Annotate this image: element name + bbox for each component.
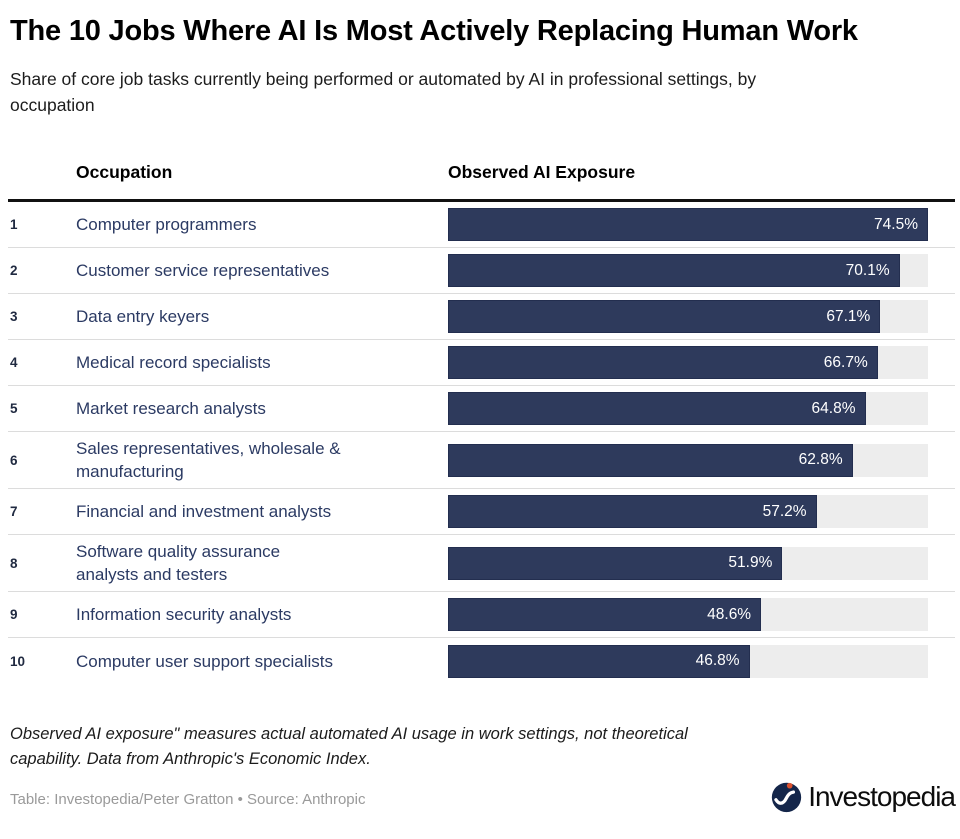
occupation-label: Information security analysts [76, 605, 292, 624]
exposure-bar: 51.9% [448, 546, 783, 580]
bar-track: 51.9% [448, 546, 928, 580]
bar-cell: 67.1% [448, 300, 955, 333]
bar-cell: 57.2% [448, 495, 955, 528]
rank-label: 1 [10, 217, 18, 232]
exposure-bar: 57.2% [448, 495, 817, 528]
table-row: 4 Medical record specialists 66.7% [8, 340, 955, 386]
table-row: 9 Information security analysts 48.6% [8, 592, 955, 638]
bar-cell: 74.5% [448, 208, 955, 241]
rank-label: 4 [10, 355, 18, 370]
bar-cell: 70.1% [448, 254, 955, 287]
table-row: 1 Computer programmers 74.5% [8, 202, 955, 248]
bar-track: 64.8% [448, 392, 928, 425]
occupation-label: Customer service representatives [76, 261, 330, 280]
bar-track: 67.1% [448, 300, 928, 333]
investopedia-wordmark: Investopedia [808, 781, 956, 812]
rank-label: 2 [10, 263, 18, 278]
table-row: 8 Software quality assurance analysts an… [8, 535, 955, 592]
bar-value-label: 48.6% [707, 605, 752, 623]
rank-label: 10 [10, 653, 26, 669]
occupation-label: Sales representatives, wholesale & manuf… [76, 439, 341, 481]
exposure-bar: 48.6% [448, 598, 762, 631]
rank-label: 6 [10, 452, 18, 468]
exposure-bar: 62.8% [448, 443, 853, 477]
table-header-row: Occupation Observed AI Exposure [8, 162, 955, 199]
table-row: 5 Market research analysts 64.8% [8, 386, 955, 432]
rank-label: 9 [10, 607, 18, 622]
exposure-bar: 66.7% [448, 346, 878, 379]
bar-value-label: 74.5% [874, 215, 918, 233]
bar-cell: 66.7% [448, 346, 955, 379]
table-row: 6 Sales representatives, wholesale & man… [8, 432, 955, 489]
bar-value-label: 67.1% [826, 307, 871, 325]
table-body: 1 Computer programmers 74.5% 2 Customer … [8, 199, 955, 684]
credit-line: Table: Investopedia/Peter Gratton • Sour… [10, 791, 366, 808]
occupation-label: Computer user support specialists [76, 651, 334, 671]
table-row: 3 Data entry keyers 67.1% [8, 294, 955, 340]
occupation-label: Financial and investment analysts [76, 502, 332, 521]
rank-label: 7 [10, 504, 18, 519]
bar-cell: 51.9% [448, 546, 955, 580]
occupation-label: Market research analysts [76, 399, 266, 418]
bar-track: 70.1% [448, 254, 928, 287]
chart-title: The 10 Jobs Where AI Is Most Actively Re… [10, 15, 858, 47]
rank-label: 8 [10, 555, 18, 571]
bar-cell: 48.6% [448, 598, 955, 631]
table-row: 10 Computer user support specialists 46.… [8, 638, 955, 684]
bar-track: 48.6% [448, 598, 928, 631]
exposure-bar: 46.8% [448, 644, 750, 678]
bar-track: 74.5% [448, 208, 928, 241]
bar-value-label: 66.7% [823, 353, 868, 371]
bar-value-label: 51.9% [728, 554, 773, 571]
bar-value-label: 62.8% [798, 451, 843, 468]
investopedia-logo-icon [772, 782, 802, 813]
occupation-label: Computer programmers [76, 215, 257, 234]
rank-label: 5 [10, 401, 18, 416]
bar-cell: 64.8% [448, 392, 955, 425]
exposure-bar: 70.1% [448, 254, 900, 287]
bar-track: 46.8% [448, 644, 928, 678]
chart-subtitle: Share of core job tasks currently being … [10, 69, 757, 115]
occupation-label: Data entry keyers [76, 307, 210, 326]
rank-label: 3 [10, 309, 18, 324]
occupation-label: Medical record specialists [76, 353, 271, 372]
exposure-bar: 74.5% [448, 208, 928, 241]
occupation-label: Software quality assurance analysts and … [76, 542, 281, 584]
table-row: 2 Customer service representatives 70.1% [8, 248, 955, 294]
bar-value-label: 57.2% [762, 502, 807, 520]
bar-value-label: 64.8% [811, 399, 856, 417]
bar-cell: 62.8% [448, 443, 955, 477]
investopedia-logo[interactable]: Investopedia [770, 780, 956, 813]
table-row: 7 Financial and investment analysts 57.2… [8, 489, 955, 535]
bar-track: 57.2% [448, 495, 928, 528]
exposure-bar: 67.1% [448, 300, 881, 333]
bar-track: 62.8% [448, 443, 928, 477]
bottom-bar: Table: Investopedia/Peter Gratton • Sour… [8, 780, 956, 813]
bar-track: 66.7% [448, 346, 928, 379]
exposure-bar: 64.8% [448, 392, 866, 425]
bar-value-label: 70.1% [845, 261, 890, 279]
bar-value-label: 46.8% [695, 652, 740, 669]
exposure-table: Occupation Observed AI Exposure 1 Comput… [8, 162, 955, 684]
occupation-column-header: Occupation [76, 162, 173, 182]
exposure-column-header: Observed AI Exposure [448, 162, 636, 182]
footnote: Observed AI exposure" measures actual au… [10, 725, 688, 768]
bar-cell: 46.8% [448, 644, 955, 678]
